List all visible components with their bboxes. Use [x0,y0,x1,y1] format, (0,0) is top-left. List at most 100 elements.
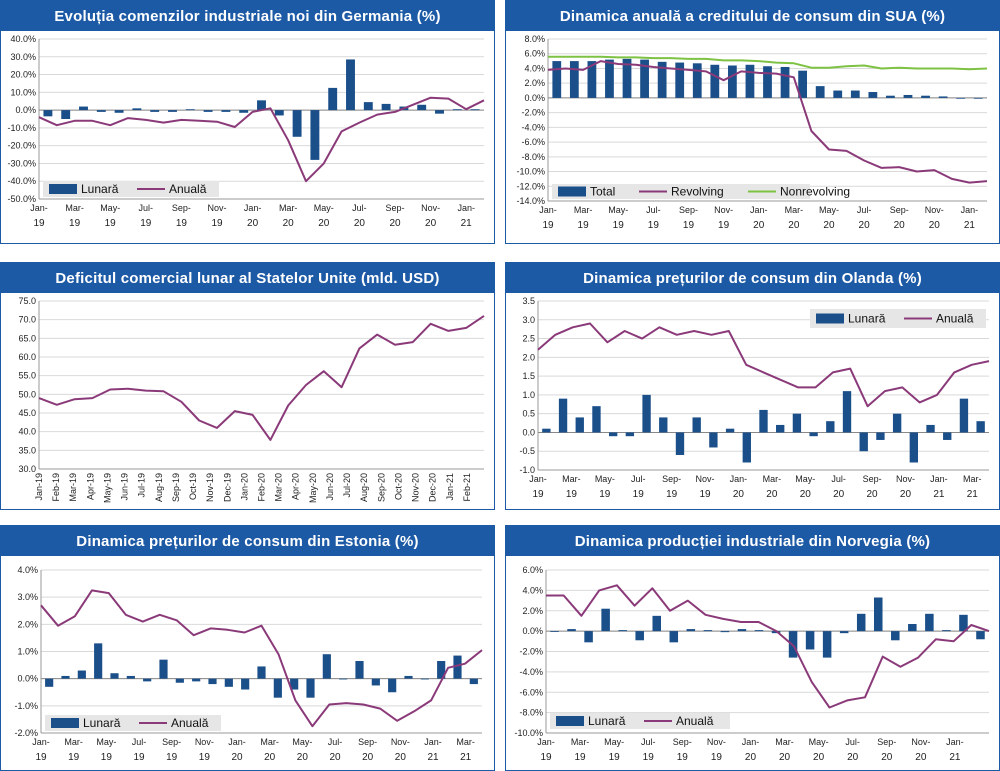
bar [625,432,635,437]
x-tick-label: Mar- [571,737,590,747]
x-tick-label: 19 [566,489,578,500]
y-tick-label: -1.0% [14,701,38,711]
y-tick-label: 0.0% [524,93,545,103]
bar [908,623,917,632]
legend-box [810,309,986,328]
bar [727,65,737,98]
bar [873,597,883,632]
x-tick-label: Mar- [785,205,804,215]
x-tick-label: Sep- [890,205,909,215]
x-tick-label: 19 [613,220,625,231]
x-tick-label: Jan-21 [445,473,455,501]
y-tick-label: 0.0 [522,427,535,437]
x-tick-label: Mar-19 [68,473,78,502]
x-tick-label: Jan- [228,737,246,747]
x-tick-label: 20 [788,220,800,231]
x-tick-label: 20 [779,752,791,763]
x-tick-label: 19 [648,220,660,231]
x-tick-label: 19 [140,218,152,229]
y-tick-label: 45.0 [18,408,36,418]
x-tick-label: May- [608,205,628,215]
x-tick-label: 20 [753,220,765,231]
x-tick-label: Jul-20 [342,473,352,498]
bar [306,678,315,698]
legend-label: Anuală [171,716,209,730]
x-tick-label: 20 [733,489,745,500]
x-tick-label: Jan- [32,737,50,747]
legend-label: Anuală [676,714,714,728]
y-tick-label: 6.0% [524,49,545,59]
series-line [547,60,988,184]
x-tick-label: 20 [894,220,906,231]
x-tick-label: Feb-19 [51,473,61,502]
legend-box [43,181,219,197]
legend-box [550,713,730,729]
x-tick-label: 19 [33,218,45,229]
bar [159,659,168,679]
y-tick-label: 6.0% [522,565,543,575]
x-tick-label: May- [314,203,334,213]
bar [558,398,568,433]
bar [470,109,480,111]
bar [675,62,685,98]
x-tick-label: 20 [766,489,778,500]
x-tick-label: 21 [460,752,472,763]
y-tick-label: 60.0 [18,352,36,362]
x-tick-label: 19 [677,752,689,763]
x-tick-label: 19 [133,752,145,763]
series-line [546,584,990,709]
bar [921,95,930,98]
bar [759,409,768,433]
bar [973,97,983,99]
y-tick-label: 20.0% [10,70,36,80]
bar [925,613,934,632]
x-tick-label: Nov- [391,737,410,747]
y-tick-label: -20.0% [7,141,36,151]
x-tick-label: Mar- [963,474,982,484]
x-tick-label: May- [292,737,312,747]
bar [608,432,618,437]
chart-svg-norway: -10.0% -8.0% -6.0% -4.0% -2.0% 0.0% 2.0% 4.0% 6.… [514,565,990,763]
bar [110,673,119,679]
bar [143,678,152,682]
x-tick-label: 20 [813,752,825,763]
bar [203,110,213,112]
bar [703,630,713,632]
x-tick-label: Aug-19 [154,473,164,502]
x-tick-label: Jul- [139,203,154,213]
legend-label: Lunară [588,714,626,728]
bar [909,432,919,463]
x-tick-label: 19 [176,218,188,229]
x-tick-label: Mar-20 [274,473,284,502]
bar [417,104,427,111]
x-tick-label: Mar- [65,203,84,213]
y-tick-label: -0.5 [519,446,535,456]
x-tick-label: 20 [929,220,941,231]
bar [469,678,478,685]
bar [652,615,662,632]
y-tick-label: -8.0% [521,152,545,162]
series-line [38,315,485,441]
x-tick-label: Oct-19 [188,473,198,500]
series-line [548,55,988,71]
x-tick-label: Mar- [64,737,83,747]
bar [45,678,54,687]
chart-panel-norway: Dinamica producției industriale din Norv… [505,525,1000,771]
bar [826,421,835,433]
x-tick-label: Jul-19 [137,473,147,498]
y-tick-label: 55.0 [18,371,36,381]
bar [737,629,747,632]
x-tick-label: 19 [599,489,611,500]
legend-label: Nonrevolving [780,185,850,199]
bar [754,630,764,632]
bar [569,61,579,98]
chart-panel-netherlands: Dinamica prețurilor de consum din Olanda… [505,262,1000,510]
y-tick-label: -1.0 [519,465,535,475]
bar [776,424,785,433]
bar [833,90,843,98]
bar [868,92,878,98]
x-tick-label: 19 [166,752,178,763]
bar [675,432,685,455]
bar [239,110,249,113]
series-line [38,96,485,183]
